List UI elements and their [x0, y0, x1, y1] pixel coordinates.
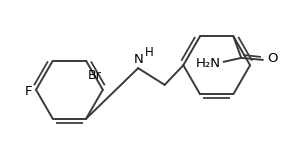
- Text: Br: Br: [88, 69, 102, 82]
- Text: F: F: [25, 85, 32, 98]
- Text: H: H: [145, 46, 154, 59]
- Text: O: O: [267, 52, 277, 65]
- Text: N: N: [133, 53, 143, 66]
- Text: H₂N: H₂N: [196, 57, 221, 70]
